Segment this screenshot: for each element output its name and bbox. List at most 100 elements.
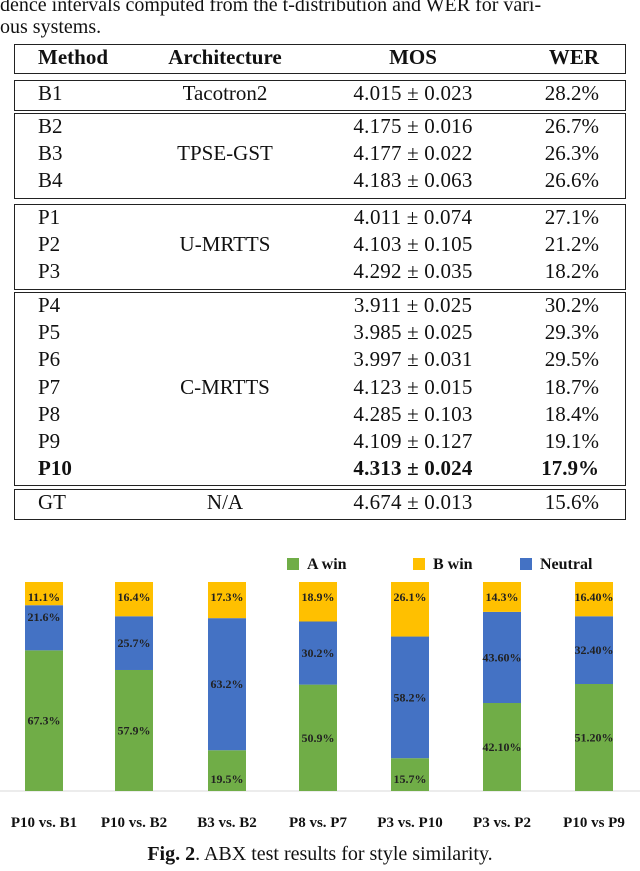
category-label: P3 vs. P2 — [473, 815, 531, 831]
data-label: 16.40% — [575, 590, 614, 604]
bar-neutral — [115, 616, 153, 670]
row-wer: 27.1% — [544, 205, 599, 229]
figure-caption: Fig. 2. ABX test results for style simil… — [0, 843, 640, 866]
category-label: P10 vs. B2 — [101, 815, 167, 831]
group-architecture: Tacotron2 — [182, 81, 268, 105]
data-label: 57.9% — [118, 723, 151, 737]
row-method: P7 — [38, 374, 61, 399]
bar-a-win — [575, 683, 613, 791]
row-mos: 4.177 ± 0.022 — [353, 141, 473, 166]
table-group-box — [14, 113, 626, 199]
bar-b-win — [299, 582, 337, 622]
row-wer: 28.2% — [544, 81, 599, 105]
bar-neutral — [483, 611, 521, 704]
data-label: 43.60% — [483, 650, 522, 664]
row-method: B1 — [38, 81, 63, 105]
figure-caption-text: . ABX test results for style similarity. — [195, 843, 493, 865]
header-mos: MOS — [389, 45, 437, 69]
row-method: P4 — [38, 293, 61, 317]
row-mos: 4.292 ± 0.035 — [353, 259, 473, 284]
data-label: 58.2% — [394, 690, 427, 704]
header-method: Method — [38, 45, 108, 69]
bar-a-win — [391, 758, 429, 791]
bar-a-win — [25, 650, 63, 791]
bar-b-win — [483, 582, 521, 612]
legend-swatch — [413, 558, 425, 570]
bar-neutral — [391, 636, 429, 759]
row-mos: 4.103 ± 0.105 — [353, 232, 473, 257]
table-header-box — [14, 44, 626, 74]
data-label: 30.2% — [302, 646, 335, 660]
data-label: 51.20% — [575, 730, 614, 744]
data-label: 19.5% — [211, 772, 244, 786]
row-method: B3 — [38, 141, 63, 166]
bar-b-win — [25, 582, 63, 606]
row-wer: 29.5% — [544, 347, 599, 372]
row-wer: 21.2% — [544, 232, 599, 257]
legend-swatch — [287, 558, 299, 570]
row-wer: 19.1% — [544, 429, 599, 453]
row-wer: 30.2% — [544, 293, 599, 317]
row-mos: 4.175 ± 0.016 — [353, 114, 473, 138]
bar-b-win — [115, 582, 153, 617]
bar-a-win — [483, 703, 521, 791]
data-label: 17.3% — [211, 590, 244, 604]
row-mos: 3.911 ± 0.025 — [353, 293, 473, 317]
data-label: 11.1% — [28, 590, 60, 604]
data-label: 26.1% — [394, 590, 427, 604]
row-wer: 26.3% — [544, 141, 599, 166]
bar-a-win — [299, 684, 337, 791]
table-caption-line-2: ous systems. — [0, 16, 102, 38]
figure-label: Fig. 2 — [147, 843, 196, 865]
row-mos: 4.109 ± 0.127 — [353, 429, 473, 453]
data-label: 15.7% — [394, 772, 427, 786]
category-label: P3 vs. P10 — [377, 815, 442, 831]
legend-label: Neutral — [540, 556, 593, 573]
legend-swatch — [520, 558, 532, 570]
row-method: P3 — [38, 259, 61, 284]
row-wer: 15.6% — [544, 490, 599, 514]
bar-neutral — [575, 616, 613, 684]
row-wer: 17.9% — [541, 456, 599, 481]
bar-b-win — [391, 582, 429, 637]
row-wer: 18.4% — [544, 401, 599, 426]
row-method: B2 — [38, 114, 63, 138]
bar-a-win — [115, 669, 153, 791]
data-label: 18.9% — [302, 590, 335, 604]
row-method: P5 — [38, 320, 61, 345]
category-label: P10 vs P9 — [563, 815, 625, 831]
bar-neutral — [208, 618, 246, 751]
category-label: B3 vs. B2 — [197, 815, 257, 831]
legend-label: A win — [307, 556, 347, 573]
bar-b-win — [575, 582, 613, 617]
row-wer: 29.3% — [544, 320, 599, 345]
header-wer: WER — [548, 45, 599, 69]
category-label: P8 vs. P7 — [289, 815, 347, 831]
table-caption-line-1: dence intervals computed from the t-dist… — [0, 0, 542, 16]
row-wer: 26.7% — [544, 114, 599, 138]
row-mos: 4.313 ± 0.024 — [353, 456, 473, 481]
legend-label: B win — [433, 556, 473, 573]
data-label: 32.40% — [575, 643, 614, 657]
group-architecture: C-MRTTS — [180, 374, 270, 399]
group-architecture: TPSE-GST — [177, 141, 273, 166]
row-mos: 4.674 ± 0.013 — [353, 490, 473, 514]
bar-a-win — [208, 750, 246, 791]
table-group-box — [14, 204, 626, 290]
data-label: 67.3% — [28, 714, 61, 728]
group-architecture: N/A — [206, 490, 244, 514]
row-method: P2 — [38, 232, 61, 257]
table-group-box — [14, 80, 626, 112]
row-mos: 4.183 ± 0.063 — [353, 168, 473, 193]
row-mos: 3.985 ± 0.025 — [353, 320, 473, 345]
data-label: 16.4% — [118, 590, 151, 604]
row-method: P6 — [38, 347, 61, 372]
abx-chart: 67.3% 21.6% 11.1% P10 vs. B1 57.9% 25.7% 16.4%… — [0, 556, 640, 831]
row-mos: 4.285 ± 0.103 — [353, 401, 473, 426]
bar-neutral — [25, 605, 63, 651]
bar-neutral — [299, 621, 337, 685]
row-method: P1 — [38, 205, 61, 229]
row-method: B4 — [38, 168, 63, 193]
row-mos: 4.011 ± 0.074 — [353, 205, 473, 229]
category-label: P10 vs. B1 — [11, 815, 77, 831]
